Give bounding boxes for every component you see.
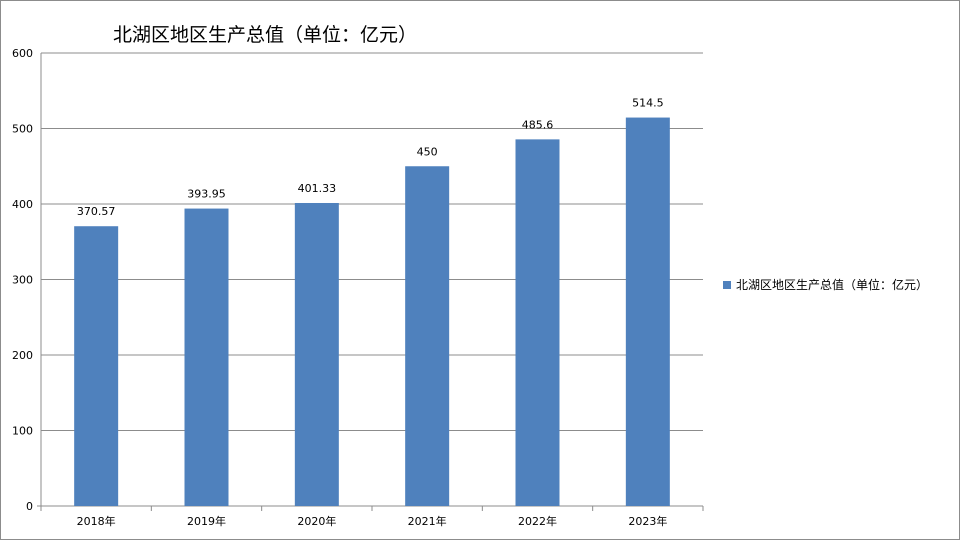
data-label: 514.5 (632, 97, 664, 110)
x-tick-label: 2019年 (187, 514, 226, 528)
y-tick-label: 200 (12, 349, 33, 362)
bar (405, 166, 450, 506)
y-tick-label: 100 (12, 425, 33, 438)
y-tick-label: 400 (12, 198, 33, 211)
x-tick-label: 2021年 (408, 514, 447, 528)
data-label: 370.57 (77, 205, 116, 218)
bar (625, 117, 670, 507)
y-tick-label: 300 (12, 274, 33, 287)
y-tick-label: 500 (12, 123, 33, 136)
data-label: 450 (417, 145, 438, 158)
bar (74, 226, 119, 506)
x-tick-label: 2023年 (628, 514, 667, 528)
chart-title: 北湖区地区生产总值（单位：亿元） (113, 24, 418, 46)
legend: 北湖区地区生产总值（单位：亿元） (723, 276, 928, 293)
legend-label: 北湖区地区生产总值（单位：亿元） (736, 278, 929, 292)
bar (515, 139, 560, 506)
x-tick-label: 2020年 (297, 514, 336, 528)
data-label: 393.95 (187, 188, 226, 201)
legend-swatch (723, 280, 731, 289)
data-label: 401.33 (298, 182, 337, 195)
bar (294, 202, 339, 506)
x-tick-label: 2018年 (77, 514, 116, 528)
data-label: 485.6 (522, 118, 554, 131)
x-tick-label: 2022年 (518, 514, 557, 528)
y-tick-label: 0 (26, 500, 33, 513)
bar (184, 208, 229, 506)
y-tick-label: 600 (12, 47, 33, 60)
